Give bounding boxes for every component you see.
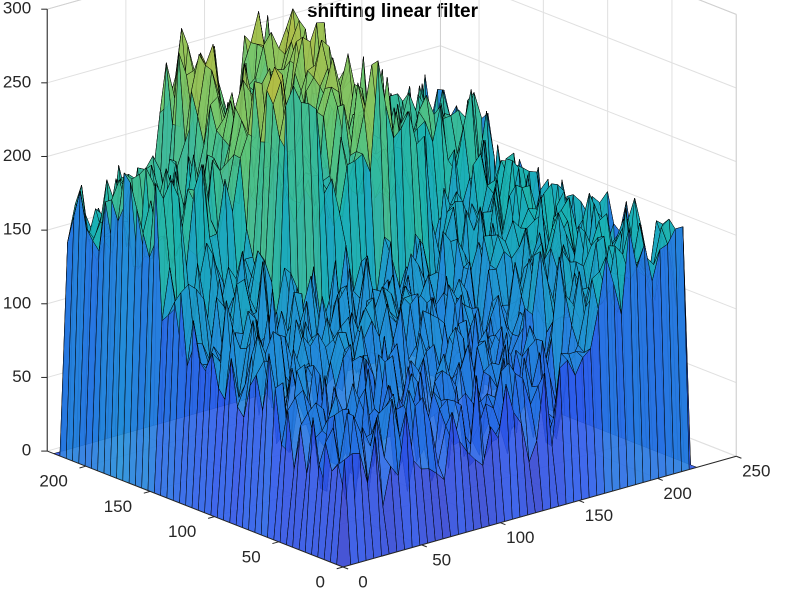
z-tick-label: 150 xyxy=(3,220,31,239)
grid-line xyxy=(440,45,737,163)
y-tick xyxy=(336,566,344,570)
x-tick-label: 0 xyxy=(358,572,367,591)
tick-labels: 0 50 100 150 200 250 0 50 100 150 200 0 50 100 150 200 2… xyxy=(3,0,771,591)
x-tick xyxy=(736,455,742,459)
grid-line xyxy=(47,0,82,10)
x-axis-line xyxy=(342,455,737,568)
y-tick-label: 0 xyxy=(316,572,325,591)
axes xyxy=(41,8,742,570)
x-tick-label: 250 xyxy=(742,462,770,481)
y-tick-label: 200 xyxy=(39,472,67,491)
z-tick-label: 200 xyxy=(3,146,31,165)
chart-title: shifting linear filter xyxy=(306,1,479,22)
x-tick xyxy=(500,522,506,526)
y-axis-line xyxy=(47,450,344,568)
x-tick xyxy=(578,500,585,504)
frame-edge xyxy=(47,0,82,10)
z-tick-label: 0 xyxy=(22,441,31,460)
x-tick xyxy=(657,477,663,481)
y-tick xyxy=(207,516,215,519)
z-tick-label: 100 xyxy=(3,293,31,312)
y-tick xyxy=(272,541,279,545)
grid-line xyxy=(47,0,344,84)
grid-line xyxy=(698,0,737,15)
z-tick-label: 300 xyxy=(3,0,31,18)
x-tick xyxy=(342,566,349,570)
y-tick xyxy=(79,465,86,469)
x-tick-label: 50 xyxy=(432,550,451,569)
frame-edge xyxy=(698,0,737,15)
z-tick-label: 50 xyxy=(12,367,31,386)
y-tick xyxy=(143,490,151,494)
surface-patch xyxy=(250,11,266,50)
z-tick-label: 250 xyxy=(3,72,31,91)
y-tick-label: 150 xyxy=(104,497,132,516)
x-tick-label: 200 xyxy=(663,484,691,503)
x-tick xyxy=(421,544,427,548)
y-tick-label: 100 xyxy=(168,522,196,541)
grid-line xyxy=(510,0,737,89)
x-tick-label: 150 xyxy=(585,506,613,525)
y-tick-label: 50 xyxy=(242,547,261,566)
surface-mesh xyxy=(52,7,698,568)
x-tick-label: 100 xyxy=(506,528,534,547)
